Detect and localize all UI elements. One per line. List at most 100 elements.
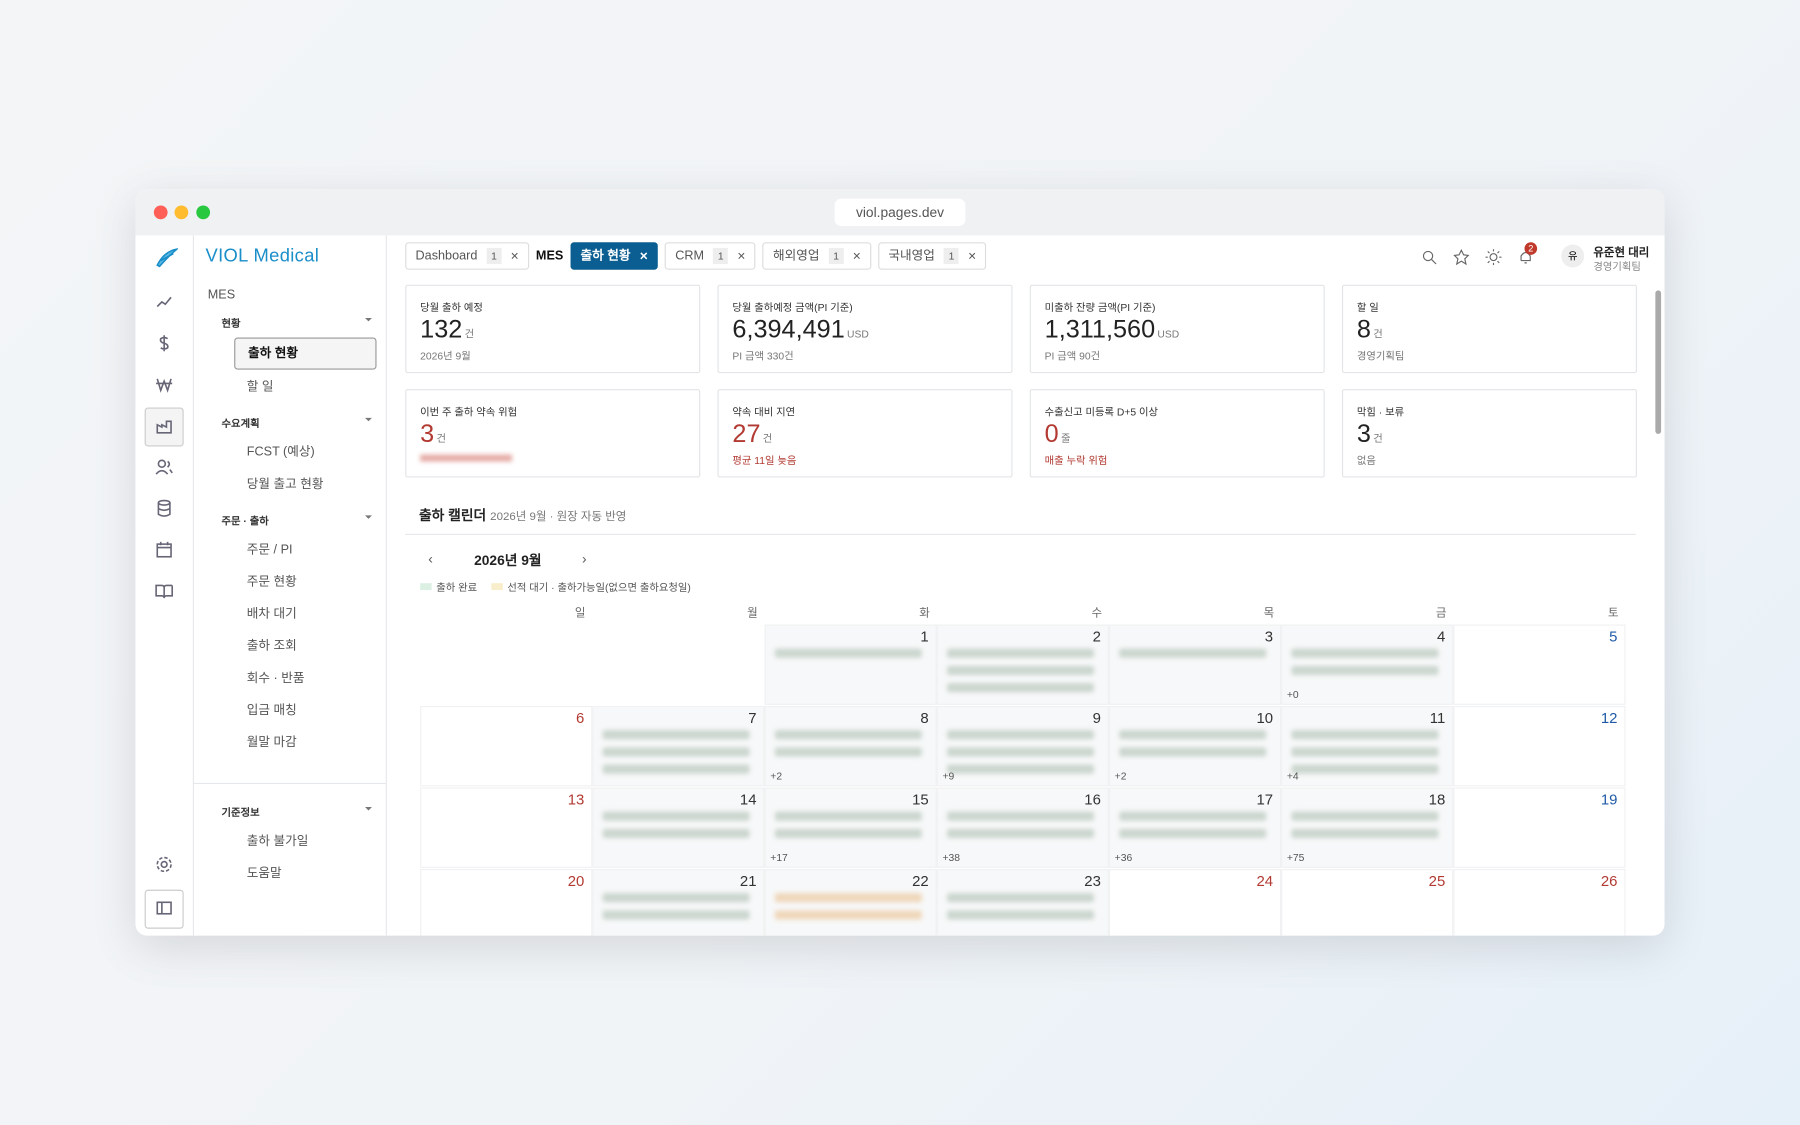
tab[interactable]: 해외영업 1 × bbox=[762, 242, 872, 270]
tab[interactable]: CRM 1 × bbox=[664, 242, 756, 270]
calendar-day[interactable]: 21 bbox=[592, 869, 765, 936]
tab-close[interactable]: × bbox=[737, 247, 746, 265]
kpi-number: 27 bbox=[732, 419, 761, 448]
more-count: +2 bbox=[1114, 770, 1127, 782]
tab-close[interactable]: × bbox=[510, 247, 519, 265]
calendar-day[interactable]: 26 bbox=[1453, 869, 1626, 936]
calendar-day[interactable]: 15 +17 bbox=[764, 787, 937, 868]
sidebar-toggle[interactable] bbox=[144, 889, 184, 929]
tab-close[interactable]: × bbox=[639, 247, 648, 265]
event-redacted bbox=[774, 811, 922, 821]
zoom-button[interactable] bbox=[196, 205, 211, 220]
minimize-button[interactable] bbox=[174, 205, 189, 220]
close-button[interactable] bbox=[153, 205, 168, 220]
users-icon[interactable] bbox=[155, 458, 173, 476]
calendar-icon[interactable] bbox=[155, 541, 173, 559]
nav-item[interactable]: 배차 대기 bbox=[246, 607, 297, 622]
calendar-day[interactable]: 25 bbox=[1281, 869, 1454, 936]
kpi-number: 3 bbox=[1356, 419, 1371, 448]
kpi-note: 없음 bbox=[1356, 454, 1376, 467]
nav-item[interactable]: 출하 현황 bbox=[234, 337, 377, 370]
day-number: 25 bbox=[1428, 872, 1446, 890]
nav-item[interactable]: 출하 불가일 bbox=[246, 834, 309, 849]
calendar-day[interactable]: 12 bbox=[1453, 705, 1626, 787]
theme-icon[interactable] bbox=[1485, 249, 1502, 266]
tab[interactable]: Dashboard 1 × bbox=[405, 242, 530, 270]
next-month[interactable]: › bbox=[582, 551, 587, 568]
factory-icon[interactable] bbox=[155, 417, 173, 435]
day-number: 13 bbox=[567, 790, 585, 809]
kpi-note: 매출 누락 위험 bbox=[1044, 454, 1108, 467]
nav-item[interactable]: 주문 현황 bbox=[246, 575, 297, 589]
nav-groups: 현황 출하 현황 할 일 수요계획 FCST (예상) 당월 출고 현황 주문 · 출하 주문… bbox=[192, 316, 386, 889]
calendar-day[interactable]: 7 bbox=[592, 705, 765, 787]
calendar-day[interactable]: 1 bbox=[764, 624, 937, 705]
kpi-unit: 건 bbox=[464, 328, 475, 340]
kpi-note: PI 금액 330건 bbox=[732, 350, 794, 362]
kpi-note: 2026년 9월 bbox=[420, 350, 471, 362]
calendar-day[interactable]: 16 +38 bbox=[936, 787, 1109, 868]
calendar-day[interactable]: 13 bbox=[420, 787, 593, 868]
nav-item[interactable]: 회수 · 반품 bbox=[246, 671, 305, 686]
calendar-day[interactable]: 8 +2 bbox=[764, 705, 937, 787]
calendar-day[interactable]: 10 +2 bbox=[1108, 705, 1282, 787]
avatar[interactable]: 유 bbox=[1561, 244, 1585, 268]
nav-item[interactable]: 출하 조회 bbox=[246, 639, 297, 654]
calendar-day[interactable]: 11 +4 bbox=[1281, 705, 1454, 787]
nav-item[interactable]: 당월 출고 현황 bbox=[246, 477, 324, 492]
tab-close[interactable]: × bbox=[852, 247, 861, 265]
kpi-unit: USD bbox=[1157, 328, 1180, 340]
prev-month[interactable]: ‹ bbox=[428, 551, 433, 568]
nav-item[interactable]: FCST (예상) bbox=[246, 445, 315, 460]
kpi-label: 약속 대비 지연 bbox=[732, 406, 796, 418]
tab[interactable]: 출하 현황 × bbox=[570, 242, 659, 270]
active-icon-frame[interactable] bbox=[144, 407, 184, 447]
won-icon[interactable] bbox=[155, 375, 173, 393]
nav-item[interactable]: 주문 / PI bbox=[246, 542, 293, 557]
nav-item[interactable]: 도움말 bbox=[246, 866, 282, 881]
calendar-day[interactable]: 22 bbox=[764, 869, 937, 936]
day-number: 4 bbox=[1436, 627, 1446, 646]
calendar-day[interactable]: 19 bbox=[1453, 787, 1626, 868]
url-bar[interactable]: viol.pages.dev bbox=[834, 198, 966, 227]
calendar-day[interactable]: 3 bbox=[1108, 624, 1282, 705]
calendar-day[interactable]: 23 bbox=[936, 869, 1109, 936]
legend-label: 출하 완료 bbox=[436, 582, 478, 594]
event-redacted bbox=[602, 828, 750, 839]
scrollbar[interactable] bbox=[1655, 290, 1662, 434]
kpi-label: 당월 출하 예정 bbox=[420, 301, 483, 314]
event-redacted bbox=[602, 730, 750, 740]
event-redacted bbox=[1119, 828, 1267, 839]
more-count: +0 bbox=[1286, 688, 1299, 701]
event-redacted bbox=[774, 893, 922, 903]
book-icon[interactable] bbox=[155, 582, 173, 600]
calendar-day[interactable]: 4 +0 bbox=[1281, 624, 1454, 705]
calendar-day[interactable]: 24 bbox=[1108, 869, 1282, 936]
nav-item[interactable]: 입금 매칭 bbox=[246, 703, 297, 718]
tab-label: 해외영업 bbox=[772, 249, 820, 263]
tab-close[interactable]: × bbox=[968, 247, 977, 265]
settings-icon[interactable] bbox=[155, 855, 173, 873]
nav-group-title: 현황 bbox=[222, 316, 386, 331]
trend-icon[interactable] bbox=[155, 293, 173, 311]
event-redacted bbox=[602, 910, 750, 920]
search-icon[interactable] bbox=[1421, 249, 1437, 265]
database-icon[interactable] bbox=[155, 499, 173, 517]
notification-badge: 2 bbox=[1524, 242, 1538, 255]
calendar-day[interactable]: 5 bbox=[1453, 624, 1626, 705]
calendar-day[interactable]: 6 bbox=[420, 705, 593, 787]
calendar-day[interactable]: 20 bbox=[420, 869, 593, 936]
calendar-day[interactable]: 17 +36 bbox=[1108, 787, 1282, 868]
calendar-day[interactable]: 9 +9 bbox=[936, 705, 1109, 787]
dollar-icon[interactable] bbox=[155, 334, 173, 352]
day-number: 10 bbox=[1256, 709, 1274, 727]
nav-item[interactable]: 월말 마감 bbox=[246, 735, 297, 750]
star-icon[interactable] bbox=[1453, 249, 1470, 266]
tab[interactable]: 국내영업 1 × bbox=[878, 242, 987, 270]
nav-item[interactable]: 할 일 bbox=[246, 379, 274, 394]
calendar-day[interactable]: 18 +75 bbox=[1281, 787, 1454, 868]
calendar-day[interactable]: 14 bbox=[592, 787, 765, 868]
calendar-day[interactable]: 2 bbox=[936, 624, 1109, 705]
